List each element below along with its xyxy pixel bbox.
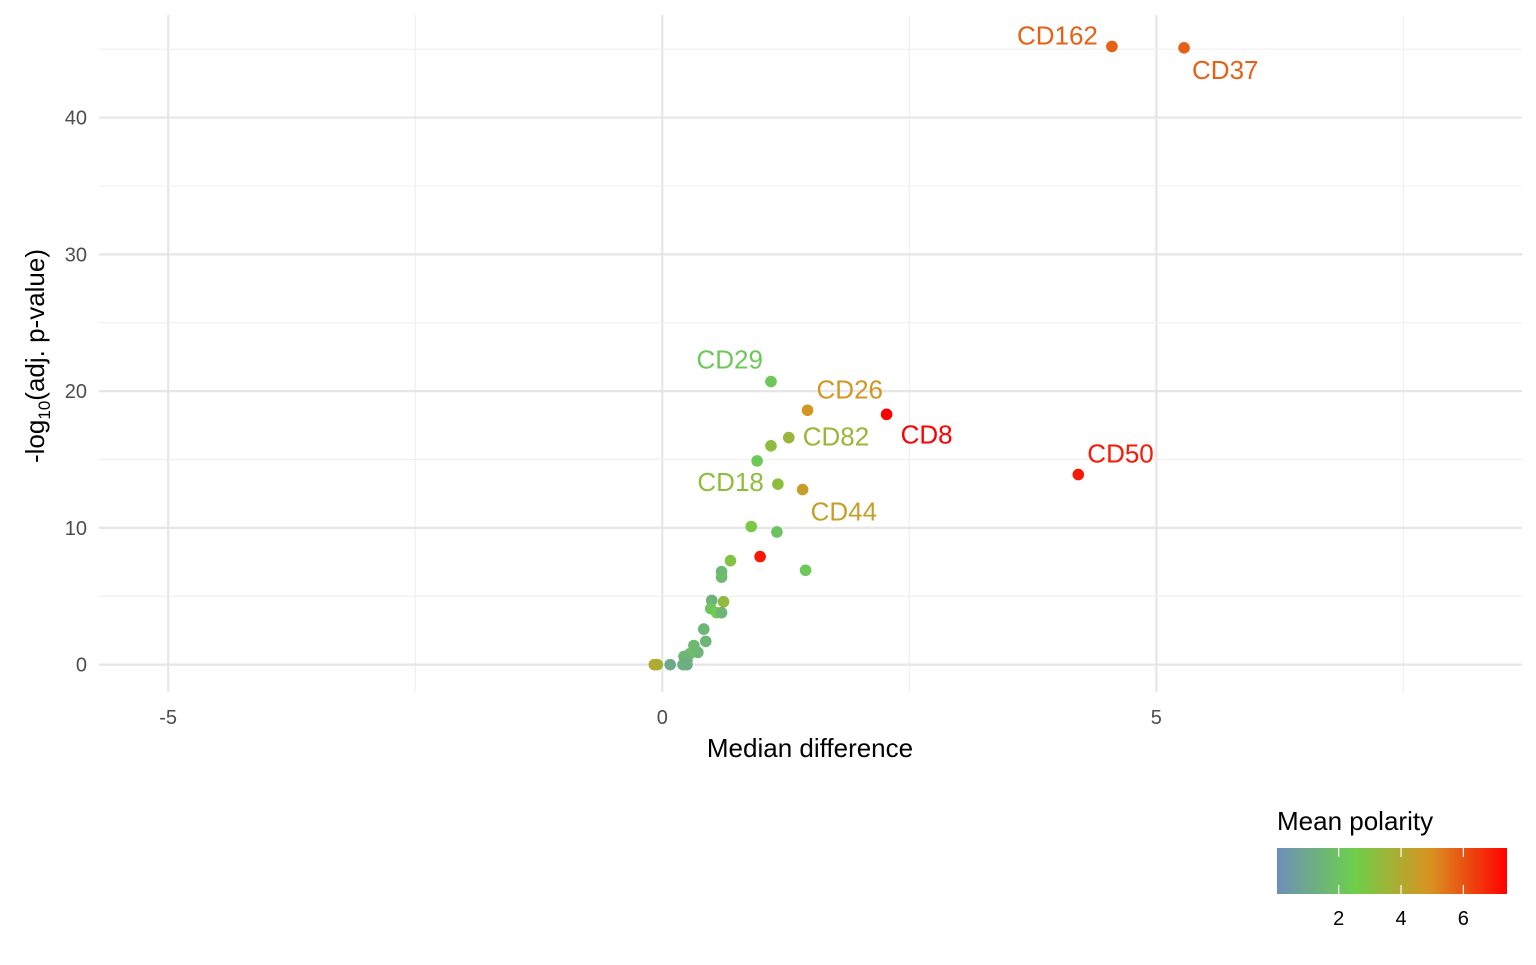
data-point: [801, 404, 814, 417]
grid-lines: [99, 15, 1522, 692]
data-point: [1072, 468, 1085, 481]
data-point: [745, 520, 758, 533]
data-point: [1178, 42, 1190, 54]
y-axis-title-subscript: 10: [35, 401, 54, 420]
x-axis-title: Median difference: [707, 733, 913, 763]
y-tick-label: 20: [65, 381, 87, 403]
point-labels: CD162 CD37 CD29 CD26 CD8 CD82 CD50 CD18 CD44: [696, 20, 1258, 526]
y-axis-title-prefix: -log: [20, 420, 50, 463]
point-label: CD37: [1192, 55, 1258, 85]
data-point: [724, 554, 737, 567]
data-point: [1106, 40, 1118, 53]
point-label: CD8: [901, 419, 953, 449]
data-point: [715, 606, 728, 619]
legend-tick-label: 2: [1333, 908, 1344, 930]
y-axis-title-rest: (adj. p-value): [20, 249, 50, 401]
data-point: [754, 550, 766, 563]
data-point: [765, 440, 777, 452]
point-label: CD29: [696, 345, 762, 375]
data-point: [664, 658, 676, 671]
data-point: [681, 658, 693, 671]
point-label: CD162: [1017, 20, 1098, 50]
y-axis-title: -log10(adj. p-value): [20, 249, 54, 463]
legend-colorbar: [1277, 848, 1507, 894]
legend-tick-label: 6: [1458, 908, 1469, 930]
legend-tick-label: 4: [1395, 908, 1406, 930]
data-points: [648, 40, 1190, 671]
data-point: [880, 408, 893, 421]
axis-ticks: -5 0 5 0 10 20 30 40: [65, 108, 1162, 729]
point-label: CD18: [697, 467, 763, 497]
x-tick-label: 5: [1151, 707, 1162, 729]
data-point: [772, 478, 784, 490]
data-point: [796, 483, 809, 496]
legend-title: Mean polarity: [1277, 806, 1433, 836]
data-point: [648, 658, 661, 671]
data-point: [782, 431, 795, 444]
point-label: CD50: [1087, 439, 1153, 469]
x-tick-label: 0: [657, 707, 668, 729]
y-tick-label: 10: [65, 518, 87, 540]
legend-ticks: 2 4 6: [1333, 848, 1469, 930]
data-point: [699, 635, 712, 648]
data-point: [715, 571, 728, 583]
y-tick-label: 0: [76, 655, 87, 677]
data-point: [751, 455, 763, 467]
point-label: CD44: [811, 497, 877, 527]
data-point: [697, 623, 710, 635]
point-label: CD82: [803, 422, 869, 452]
data-point: [717, 595, 730, 608]
y-tick-label: 30: [65, 244, 87, 266]
y-tick-label: 40: [65, 108, 87, 130]
point-label: CD26: [817, 374, 883, 404]
x-tick-label: -5: [159, 707, 177, 729]
color-legend: Mean polarity 2 4 6: [1277, 806, 1507, 930]
data-point: [799, 564, 812, 577]
data-point: [765, 375, 777, 388]
data-point: [771, 526, 783, 538]
